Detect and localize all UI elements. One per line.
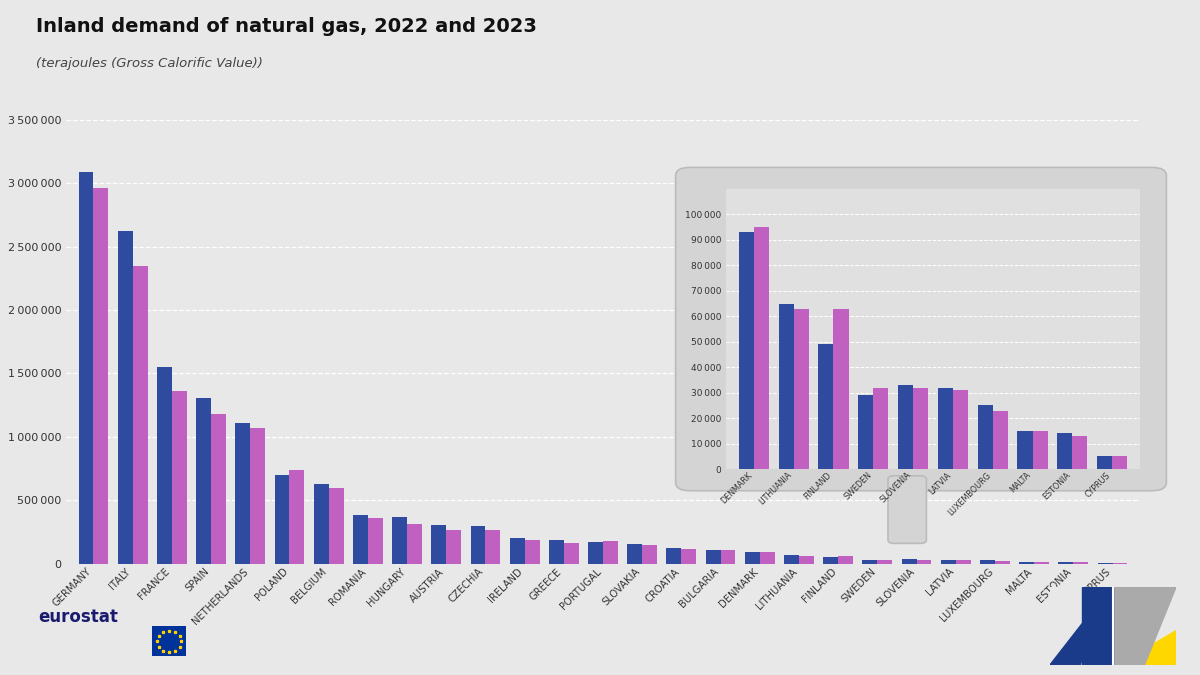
Bar xyxy=(834,308,848,469)
Bar xyxy=(877,560,893,564)
Bar xyxy=(1019,562,1034,564)
Bar xyxy=(211,414,226,564)
Bar xyxy=(1073,562,1088,564)
Bar xyxy=(275,475,289,564)
Bar xyxy=(486,530,500,564)
Bar xyxy=(564,543,578,564)
Bar xyxy=(898,385,913,469)
Bar xyxy=(1073,436,1087,469)
Polygon shape xyxy=(1081,587,1176,665)
Bar xyxy=(682,549,696,564)
Bar xyxy=(446,530,461,564)
Bar xyxy=(368,518,383,564)
Bar xyxy=(407,524,422,564)
Bar xyxy=(1097,456,1112,469)
Bar xyxy=(642,545,658,564)
Bar xyxy=(431,525,446,564)
Bar xyxy=(838,556,853,564)
Bar xyxy=(289,470,305,564)
Bar xyxy=(823,558,838,564)
Bar xyxy=(510,538,524,564)
Bar xyxy=(1112,456,1127,469)
Bar xyxy=(78,172,94,564)
Bar xyxy=(720,549,736,564)
Bar xyxy=(1057,433,1073,469)
Polygon shape xyxy=(1116,630,1176,665)
Bar xyxy=(799,556,814,564)
Bar xyxy=(1034,562,1049,564)
Text: Inland demand of natural gas, 2022 and 2023: Inland demand of natural gas, 2022 and 2… xyxy=(36,17,536,36)
Bar xyxy=(779,304,793,469)
Bar xyxy=(118,232,133,564)
Bar xyxy=(995,561,1010,564)
Bar xyxy=(863,560,877,564)
Bar xyxy=(874,387,888,469)
Bar xyxy=(588,542,604,564)
Bar xyxy=(754,227,769,469)
Bar xyxy=(992,410,1008,469)
Bar xyxy=(666,548,682,564)
Bar xyxy=(1032,431,1048,469)
Bar xyxy=(235,423,251,564)
Bar xyxy=(353,515,368,564)
Text: (terajoules (Gross Calorific Value)): (terajoules (Gross Calorific Value)) xyxy=(36,57,263,70)
Bar xyxy=(524,540,540,564)
Bar xyxy=(329,488,343,564)
Bar xyxy=(133,266,148,564)
Bar xyxy=(937,387,953,469)
Bar xyxy=(1058,562,1073,564)
Bar xyxy=(745,552,760,564)
Bar xyxy=(706,549,720,564)
Bar xyxy=(548,540,564,564)
Bar xyxy=(917,560,931,564)
Bar xyxy=(94,188,108,564)
Bar xyxy=(1018,431,1032,469)
Bar xyxy=(470,526,486,564)
Text: eurostat: eurostat xyxy=(38,608,119,626)
Bar xyxy=(980,560,995,564)
Bar xyxy=(953,390,968,469)
Bar xyxy=(196,398,211,564)
Bar xyxy=(784,556,799,564)
Polygon shape xyxy=(1081,587,1114,665)
Bar xyxy=(628,544,642,564)
Bar xyxy=(818,344,834,469)
Bar xyxy=(901,560,917,564)
Bar xyxy=(955,560,971,564)
Bar xyxy=(251,428,265,564)
Bar xyxy=(978,406,992,469)
Bar xyxy=(157,367,172,564)
Bar xyxy=(913,387,929,469)
Bar xyxy=(858,396,874,469)
Bar xyxy=(604,541,618,564)
Bar xyxy=(172,392,187,564)
Bar xyxy=(941,560,955,564)
Bar xyxy=(392,517,407,564)
Bar xyxy=(739,232,754,469)
Bar xyxy=(313,485,329,564)
Bar xyxy=(760,551,775,564)
Bar xyxy=(793,308,809,469)
Polygon shape xyxy=(1050,587,1176,665)
